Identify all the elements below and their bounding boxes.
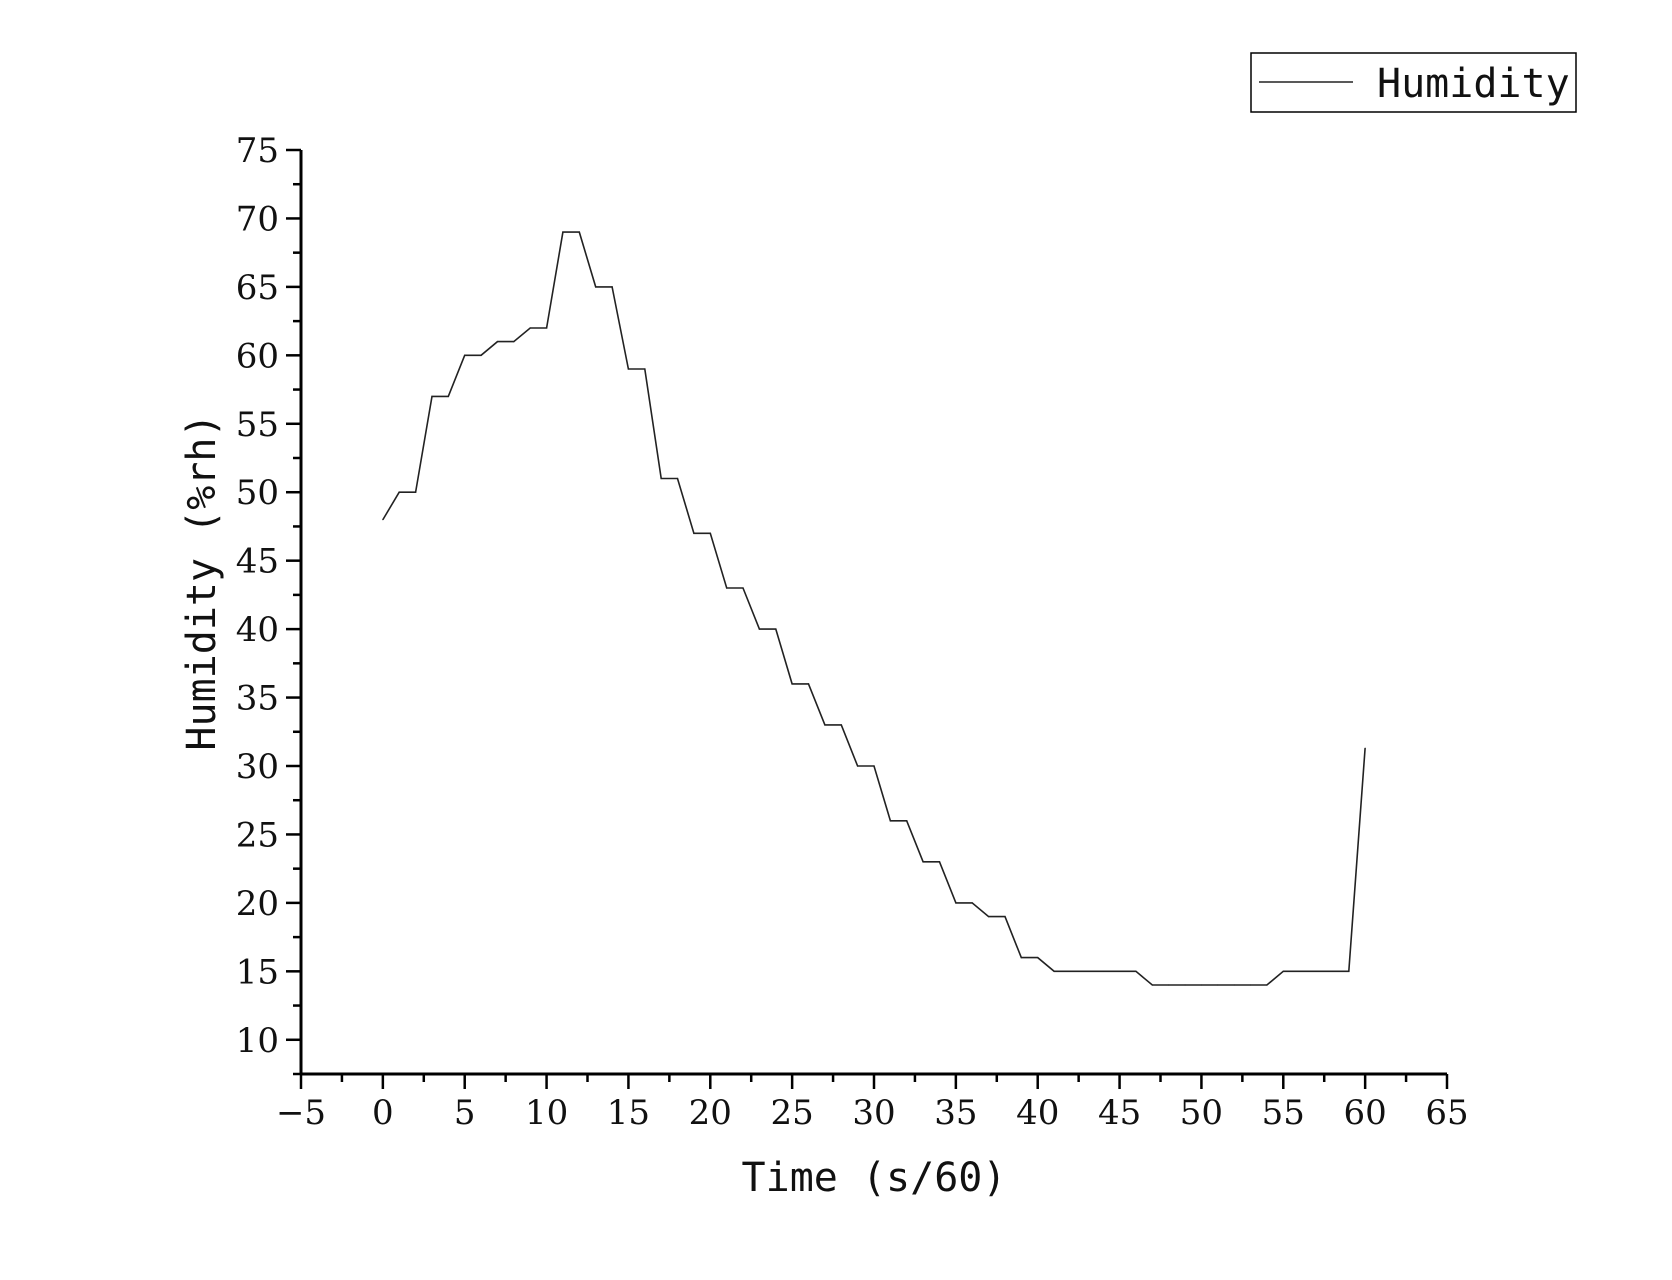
data-point — [758, 628, 761, 630]
y-tick-label: 55 — [236, 405, 279, 445]
data-point — [1233, 984, 1235, 986]
x-tick-label: 30 — [852, 1093, 895, 1133]
series-line-humidity — [382, 231, 1366, 986]
data-point — [611, 286, 613, 288]
data-point — [1299, 970, 1301, 972]
x-tick-label: 0 — [372, 1093, 394, 1133]
x-tick-label: 45 — [1098, 1093, 1141, 1133]
data-point — [709, 532, 711, 534]
y-tick-label: 35 — [236, 679, 279, 719]
data-point — [1315, 970, 1317, 972]
data-point — [513, 341, 515, 343]
x-tick-label: 65 — [1425, 1093, 1468, 1133]
data-point — [889, 820, 891, 822]
data-point — [1053, 970, 1055, 972]
legend: Humidity — [1250, 52, 1577, 113]
y-tick-label: 60 — [236, 336, 279, 376]
data-point — [1118, 970, 1121, 972]
data-point — [742, 587, 744, 589]
data-point — [693, 532, 695, 534]
x-tick-label: 35 — [934, 1093, 977, 1133]
data-point — [545, 327, 548, 329]
x-tick-label: 40 — [1016, 1093, 1059, 1133]
data-point — [1217, 984, 1219, 986]
y-tick-label: 40 — [236, 610, 279, 650]
data-point — [415, 491, 417, 493]
data-point — [807, 683, 810, 685]
data-point — [840, 724, 842, 726]
data-point — [382, 519, 384, 521]
data-point — [1086, 970, 1088, 972]
data-point — [857, 765, 859, 767]
data-point — [529, 327, 531, 329]
legend-label-humidity: Humidity — [1377, 61, 1570, 107]
x-tick-label: 60 — [1344, 1093, 1387, 1133]
data-point — [726, 587, 728, 589]
data-point — [922, 861, 924, 863]
x-tick-label: 55 — [1262, 1093, 1305, 1133]
data-point — [660, 477, 662, 480]
y-tick-label: 15 — [236, 952, 279, 992]
data-point — [824, 724, 826, 726]
data-point — [480, 354, 482, 356]
data-point — [464, 354, 466, 356]
data-point — [496, 341, 499, 343]
data-point — [447, 395, 449, 397]
x-tick-label: 25 — [771, 1093, 814, 1133]
x-tick-label: 50 — [1180, 1093, 1223, 1133]
data-point — [938, 861, 941, 863]
data-point — [1020, 957, 1022, 959]
y-tick-label: 75 — [236, 131, 279, 171]
data-point — [906, 820, 908, 822]
data-point — [1004, 915, 1006, 918]
y-tick-label: 30 — [236, 747, 279, 787]
data-point — [676, 477, 679, 480]
y-tick-label: 65 — [236, 268, 279, 308]
data-point — [1266, 984, 1268, 986]
data-point — [644, 368, 646, 370]
y-tick-label: 20 — [236, 884, 279, 924]
data-point — [1331, 970, 1333, 972]
data-point — [955, 902, 957, 904]
data-point — [1151, 984, 1153, 986]
y-tick-label: 45 — [236, 542, 279, 582]
data-point — [1348, 970, 1350, 972]
y-tick-label: 50 — [236, 473, 279, 513]
data-point — [1069, 970, 1072, 972]
y-tick-label: 70 — [236, 199, 279, 239]
x-tick-label: 5 — [454, 1093, 476, 1133]
data-point — [1135, 970, 1137, 972]
data-point — [1200, 984, 1203, 986]
x-tick-label: 20 — [689, 1093, 732, 1133]
data-point — [595, 286, 597, 288]
x-tick-label: 10 — [525, 1093, 568, 1133]
data-point — [562, 231, 564, 233]
data-point — [971, 902, 973, 904]
data-point — [1037, 957, 1039, 959]
data-point — [1282, 970, 1284, 972]
data-point — [398, 491, 400, 493]
y-axis-title: Humidity (%rh) — [179, 413, 225, 750]
x-tick-label: −5 — [276, 1093, 326, 1133]
data-point — [791, 683, 793, 685]
x-axis-title: Time (s/60) — [742, 1155, 1007, 1201]
data-point — [627, 368, 630, 370]
data-point — [775, 628, 777, 630]
data-point — [578, 231, 580, 233]
data-point — [431, 395, 433, 397]
x-tick-label: 15 — [607, 1093, 650, 1133]
data-point — [1364, 747, 1366, 749]
y-tick-label: 25 — [236, 815, 279, 855]
y-tick-label: 10 — [236, 1021, 279, 1061]
plot-area — [382, 231, 1366, 986]
data-point — [1102, 970, 1104, 972]
data-point — [1168, 984, 1170, 986]
data-point — [873, 765, 875, 767]
axes: −5 0 5 10 15 20 25 30 35 40 45 50 55 60 65 10 15 20 25 30 35… — [236, 131, 1469, 1133]
data-point — [988, 915, 990, 918]
data-point — [1184, 984, 1186, 986]
data-point — [1249, 984, 1252, 986]
